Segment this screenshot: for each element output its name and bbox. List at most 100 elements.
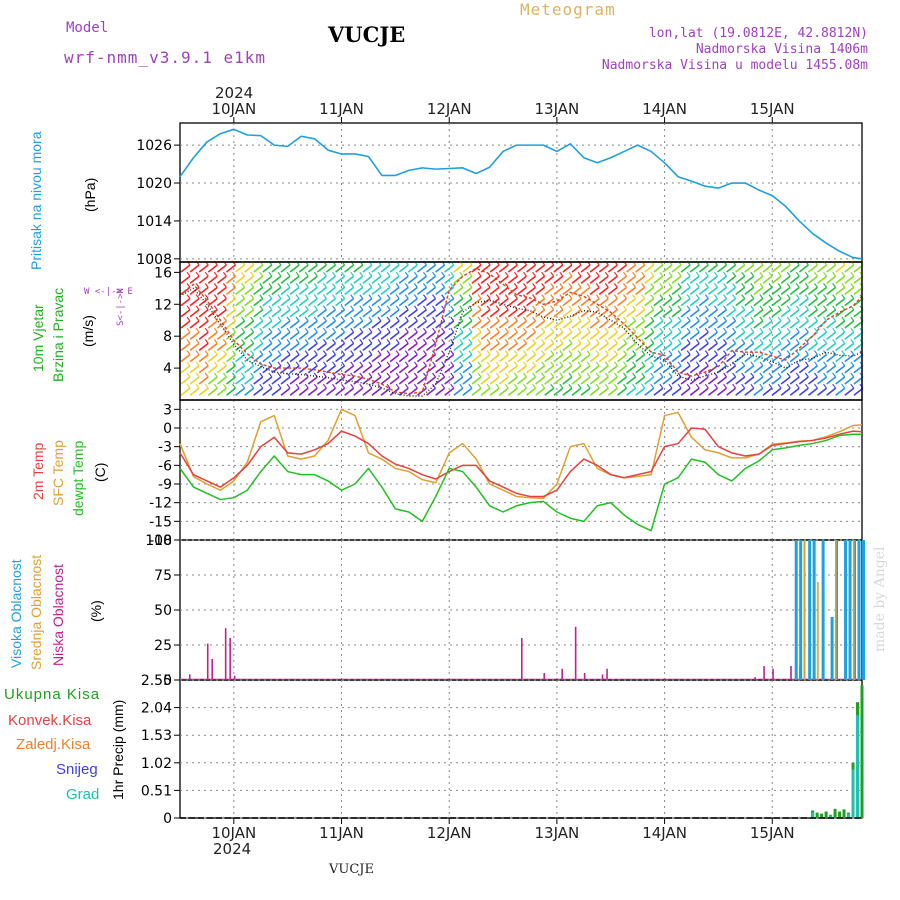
- wind-barb-flag: [304, 283, 309, 288]
- wind-barb: [362, 286, 373, 296]
- wind-barb: [607, 286, 618, 296]
- y-tick-label: 1026: [136, 138, 172, 154]
- wind-barb-flag: [495, 383, 500, 389]
- wind-barb: [535, 286, 546, 296]
- wind-barb-flag: [441, 283, 446, 288]
- wind-barb: [407, 342, 418, 352]
- wind-barb: [326, 387, 336, 396]
- wind-barb-flag: [723, 305, 727, 311]
- precip-legend-2: Konvek.Kisa: [8, 712, 92, 729]
- wind-barb: [844, 264, 855, 273]
- wind-barb-flag: [723, 361, 727, 367]
- wind-barb: [526, 387, 537, 396]
- wind-barb-flag: [795, 372, 800, 378]
- wind-barb: [198, 342, 209, 352]
- wind-barb-flag: [295, 271, 300, 277]
- wind-barb: [444, 320, 455, 329]
- wind-barb-flag: [668, 283, 673, 288]
- wind-barb-flag: [577, 372, 582, 378]
- wind-barb-flag: [813, 283, 818, 288]
- wind-barb-flag: [241, 316, 246, 322]
- wind-barb: [762, 320, 773, 329]
- wind-barb-flag: [277, 305, 282, 311]
- wind-barb-flag: [432, 350, 436, 355]
- wind-barb: [826, 275, 837, 284]
- wind-barb-flag: [704, 361, 709, 367]
- wind-barb: [535, 331, 546, 340]
- wind-barb: [316, 353, 327, 363]
- wind-barb: [280, 342, 291, 352]
- wind-barb-flag: [332, 294, 336, 299]
- wind-barb-flag: [813, 339, 818, 344]
- wind-barb: [835, 342, 846, 352]
- wind-barb: [571, 365, 582, 374]
- wind-barb: [444, 376, 455, 385]
- wind-barb-flag: [832, 283, 837, 288]
- wind-barb-flag: [286, 316, 291, 322]
- wind-barb: [389, 353, 400, 363]
- wind-barb: [280, 353, 291, 363]
- wind-barb: [544, 387, 555, 396]
- wind-barb-flag: [359, 372, 364, 378]
- wind-barb: [516, 275, 527, 284]
- wind-barb: [826, 387, 837, 396]
- wind-barb: [426, 286, 437, 296]
- wind-barb-flag: [577, 283, 582, 288]
- wind-barb: [225, 387, 236, 396]
- wind-barb-flag: [495, 361, 500, 367]
- wind-barb: [489, 320, 500, 329]
- wind-barb-flag: [395, 361, 400, 367]
- wind-barb: [462, 286, 473, 296]
- wind-barb: [389, 365, 400, 374]
- wind-barb-flag: [550, 339, 555, 344]
- wind-barb-flag: [204, 372, 209, 378]
- wind-barb: [817, 331, 828, 340]
- wind-barb-flag: [559, 339, 564, 344]
- wind-barb: [380, 365, 391, 374]
- wind-barb: [771, 320, 782, 329]
- day-label-top: 15JAN: [750, 100, 795, 118]
- wind-barb: [589, 387, 600, 396]
- wind-barb-flag: [241, 339, 246, 344]
- wind-barb: [807, 387, 818, 396]
- model-label: Model: [66, 20, 109, 36]
- wind-barb-flag: [413, 339, 418, 344]
- wind-barb: [435, 376, 446, 385]
- cloud-bar: [812, 540, 816, 680]
- wind-barb-flag: [222, 339, 227, 344]
- wind-barb-flag: [195, 350, 200, 355]
- wind-barb: [462, 297, 473, 307]
- temp2m-line: [179, 427, 863, 498]
- wind-barb-flag: [541, 316, 546, 322]
- wind-barb: [526, 275, 537, 284]
- wind-barb: [326, 342, 336, 352]
- wind-barb: [707, 387, 718, 396]
- wind-barb-flag: [304, 350, 309, 355]
- wind-barb: [798, 387, 809, 396]
- wind-barb: [807, 320, 818, 329]
- wind-barb-flag: [241, 271, 246, 277]
- wind-barb-flag: [495, 339, 500, 344]
- wind-barb-flag: [359, 305, 364, 311]
- wind-barb-flag: [559, 305, 564, 311]
- wind-barb-flag: [477, 305, 482, 311]
- wind-barb: [244, 309, 255, 318]
- wind-barb: [344, 320, 355, 329]
- wind-barb: [771, 376, 782, 385]
- wind-barb: [398, 353, 409, 363]
- wind-barb-flag: [550, 350, 555, 355]
- wind-barb: [207, 275, 218, 284]
- wind-barb: [698, 353, 709, 363]
- wind-barb-flag: [477, 372, 482, 378]
- wind-barb: [435, 275, 446, 284]
- wind-barb-flag: [768, 316, 773, 322]
- wind-barb: [744, 275, 755, 284]
- wind-barb-flag: [559, 327, 564, 333]
- wind-barb-flag: [713, 361, 718, 367]
- wind-barb: [580, 387, 591, 396]
- wind-barb-flag: [395, 339, 400, 344]
- wind-barb-flag: [195, 271, 200, 277]
- wind-barb: [753, 342, 764, 352]
- precip-bar: [824, 811, 828, 818]
- cloud-bar: [601, 674, 604, 680]
